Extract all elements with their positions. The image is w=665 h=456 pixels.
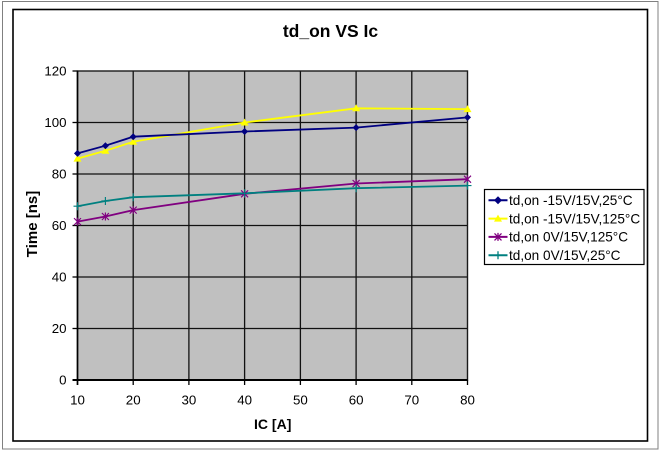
svg-text:40: 40 xyxy=(237,393,252,408)
svg-text:100: 100 xyxy=(44,115,66,130)
svg-text:60: 60 xyxy=(52,218,67,233)
svg-text:70: 70 xyxy=(404,393,419,408)
svg-text:td,on -15V/15V,25°C: td,on -15V/15V,25°C xyxy=(509,193,633,208)
svg-text:20: 20 xyxy=(126,393,141,408)
svg-text:20: 20 xyxy=(52,321,67,336)
svg-text:80: 80 xyxy=(460,393,475,408)
svg-text:Time [ns]: Time [ns] xyxy=(24,191,41,257)
svg-text:td,on 0V/15V,25°C: td,on 0V/15V,25°C xyxy=(509,248,621,263)
svg-text:50: 50 xyxy=(293,393,308,408)
svg-text:80: 80 xyxy=(52,167,67,182)
svg-text:10: 10 xyxy=(70,393,85,408)
svg-text:IC [A]: IC [A] xyxy=(254,416,291,432)
svg-text:30: 30 xyxy=(182,393,197,408)
svg-text:td_on VS Ic: td_on VS Ic xyxy=(283,21,379,41)
svg-text:td,on -15V/15V,125°C: td,on -15V/15V,125°C xyxy=(509,211,640,226)
svg-text:120: 120 xyxy=(44,64,66,79)
svg-text:60: 60 xyxy=(349,393,364,408)
svg-text:0: 0 xyxy=(59,373,66,388)
svg-text:td,on 0V/15V,125°C: td,on 0V/15V,125°C xyxy=(509,230,628,245)
svg-text:40: 40 xyxy=(52,270,67,285)
